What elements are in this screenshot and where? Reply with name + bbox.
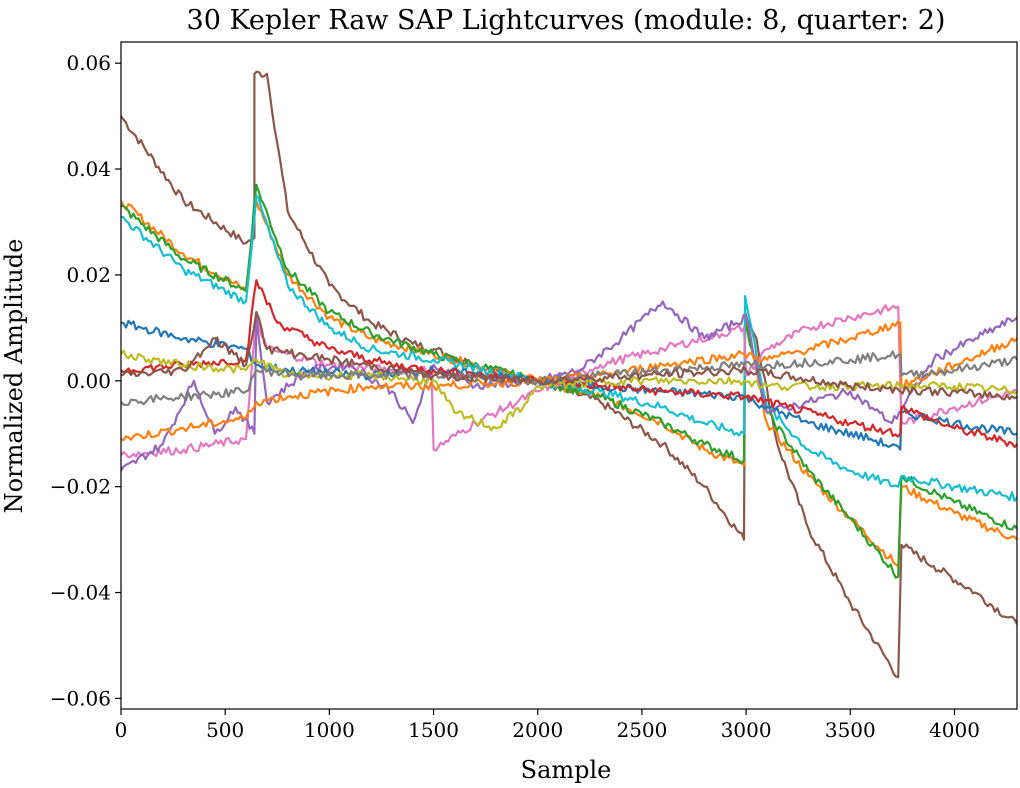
x-tick-label: 1500 [408, 718, 459, 742]
series-line-1 [121, 70, 1017, 679]
y-axis-label: Normalized Amplitude [0, 239, 28, 514]
series-line-3 [121, 183, 1017, 579]
plot-frame [120, 41, 1018, 710]
x-tick-label: 2000 [512, 718, 563, 742]
series-line-12 [121, 310, 1017, 401]
x-tick-label: 0 [115, 718, 128, 742]
y-tick-label: −0.04 [50, 581, 111, 605]
y-tick-label: 0.06 [66, 51, 111, 75]
x-tick-label: 4000 [929, 718, 980, 742]
series-line-6 [121, 300, 1017, 472]
y-tick-label: 0.04 [66, 157, 111, 181]
x-tick-label: 3000 [721, 718, 772, 742]
x-tick-label: 3500 [825, 718, 876, 742]
x-axis-label: Sample [521, 756, 612, 784]
x-tick-label: 1000 [304, 718, 355, 742]
y-axis: −0.06 −0.04 −0.02 0.00 0.02 0.04 0.06 [50, 51, 121, 710]
plot-area [121, 70, 1017, 679]
y-tick-label: −0.06 [50, 686, 111, 710]
series-line-11 [121, 350, 1017, 407]
chart-title: 30 Kepler Raw SAP Lightcurves (module: 8… [187, 5, 946, 36]
x-tick-label: 500 [206, 718, 244, 742]
series-line-9 [121, 320, 1017, 442]
y-tick-label: 0.00 [66, 369, 111, 393]
y-tick-label: −0.02 [50, 475, 111, 499]
y-tick-label: 0.02 [66, 263, 111, 287]
x-axis: 0 500 1000 1500 2000 2500 3000 3500 4000 [115, 709, 980, 742]
series-line-7 [121, 319, 1017, 451]
x-tick-label: 2500 [616, 718, 667, 742]
